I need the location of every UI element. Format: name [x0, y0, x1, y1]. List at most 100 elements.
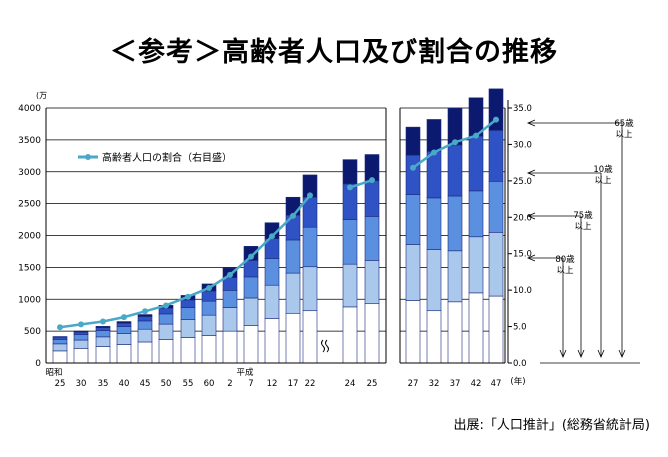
share-lines — [57, 116, 499, 331]
bar-2-70-74 — [222, 307, 238, 332]
bracket-arrowhead-3 — [559, 349, 567, 359]
bar-37-70-74 — [447, 250, 463, 303]
right-tick-label: 20.0 — [513, 213, 532, 223]
axis-break-mark — [321, 339, 329, 353]
right-tick-label: 15.0 — [513, 250, 532, 260]
bar-45-85+ — [137, 314, 153, 317]
bar-32-70-74 — [426, 249, 442, 312]
bar-2-75-79 — [222, 290, 238, 308]
bar-47-70-74 — [488, 232, 504, 297]
right-tick-label: 5.0 — [513, 323, 527, 333]
bracket-pointer-3 — [526, 254, 536, 262]
bracket-pointer-1 — [526, 169, 536, 177]
source-note: 出展:「人口推計」(総務省統計局) — [453, 418, 650, 433]
legend-marker — [85, 154, 91, 160]
x-tick-label: 37 — [450, 379, 461, 389]
x-tick-label: 55 — [183, 379, 194, 389]
bracket-label-2: 以上 — [574, 222, 592, 232]
x-tick-label: 30 — [76, 379, 87, 389]
bar-50-80-84 — [158, 307, 174, 315]
bar-12-70-74 — [264, 284, 280, 319]
bracket-label-0: 65歳 — [614, 118, 634, 129]
bracket-pointer-2 — [526, 212, 536, 220]
bracket-arrowhead-1 — [597, 349, 605, 359]
bar-47-85+ — [488, 88, 504, 131]
bar-30-75-79 — [73, 334, 89, 341]
bracket-pointer-0 — [526, 119, 536, 127]
bar-17-65-69 — [285, 312, 301, 364]
bar-50-65-69 — [158, 339, 174, 364]
bar-47-75-79 — [488, 181, 504, 233]
bar-35-80-84 — [95, 327, 111, 331]
share-point-0-10 — [269, 233, 275, 240]
x-tick-label: 17 — [288, 379, 299, 389]
share-point-0-0 — [57, 324, 63, 331]
bar-42-70-74 — [468, 236, 484, 294]
bar-17-75-79 — [285, 239, 301, 274]
bar-25-65-69 — [364, 303, 380, 364]
left-tick-label: 500 — [24, 327, 41, 337]
bar-32-85+ — [426, 119, 442, 152]
axes: 0 500 1000 1500 2000 2500 3000 3500 4000 (万 0.0 5.0… — [18, 91, 532, 389]
bar-24-70-74 — [342, 263, 358, 308]
x-tick-label: 45 — [140, 379, 151, 389]
bar-25-75-79 — [364, 216, 380, 261]
bar-45-75-79 — [137, 320, 153, 330]
right-tick-label: 0.0 — [513, 359, 527, 369]
bar-12-75-79 — [264, 258, 280, 286]
bar-50-70-74 — [158, 323, 174, 340]
share-point-0-5 — [163, 302, 169, 309]
bar-2-80-84 — [222, 277, 238, 291]
share-point-2-0 — [410, 164, 416, 171]
share-point-2-4 — [493, 116, 499, 123]
share-point-0-9 — [248, 253, 254, 260]
bar-55-75-79 — [180, 307, 196, 320]
x-tick-label: 2 — [227, 379, 232, 389]
right-tick-label: 35.0 — [513, 104, 532, 114]
legend: 高齢者人口の割合（右目盛） — [78, 151, 232, 164]
bar-30-85+ — [73, 330, 89, 333]
bar-35-65-69 — [95, 346, 111, 364]
left-tick-label: 4000 — [18, 104, 41, 114]
share-point-0-6 — [185, 293, 191, 300]
x-tick-label: 24 — [345, 379, 356, 389]
bar-24-65-69 — [342, 306, 358, 364]
bar-42-80-84 — [468, 135, 484, 192]
bar-37-75-79 — [447, 195, 463, 252]
bar-30-80-84 — [73, 331, 89, 335]
share-line-1 — [349, 178, 373, 189]
bar-2-65-69 — [222, 330, 238, 364]
bar-45-80-84 — [137, 316, 153, 322]
bar-30-70-74 — [73, 339, 89, 349]
bar-25-65-69 — [52, 350, 68, 364]
bracket-label-3: 80歳 — [555, 254, 575, 265]
bar-47-65-69 — [488, 295, 504, 364]
bar-7-65-69 — [243, 325, 259, 364]
bar-24-75-79 — [342, 219, 358, 265]
x-tick-label: 32 — [429, 379, 440, 389]
bar-27-80-84 — [405, 154, 421, 196]
bar-40-80-84 — [116, 322, 132, 327]
bar-60-80-84 — [201, 290, 217, 302]
bar-47-80-84 — [488, 130, 504, 182]
bracket-label-1: 以上 — [594, 176, 612, 186]
x-tick-label: 40 — [119, 379, 130, 389]
bar-45-70-74 — [137, 328, 153, 343]
share-point-0-1 — [78, 321, 84, 328]
bar-22-70-74 — [302, 266, 318, 312]
bracket-arrowhead-2 — [577, 349, 585, 359]
bar-60-75-79 — [201, 300, 217, 316]
bar-17-70-74 — [285, 272, 301, 314]
bar-32-80-84 — [426, 151, 442, 199]
bar-7-80-84 — [243, 260, 259, 278]
era-label: (年) — [510, 376, 525, 387]
bar-7-70-74 — [243, 297, 259, 326]
bar-27-70-74 — [405, 244, 421, 301]
x-tick-label: 7 — [248, 379, 253, 389]
share-point-0-11 — [290, 212, 296, 219]
share-point-0-12 — [307, 192, 313, 199]
bar-25-80-84 — [364, 180, 380, 217]
bar-40-75-79 — [116, 326, 132, 334]
share-point-0-7 — [206, 284, 212, 291]
